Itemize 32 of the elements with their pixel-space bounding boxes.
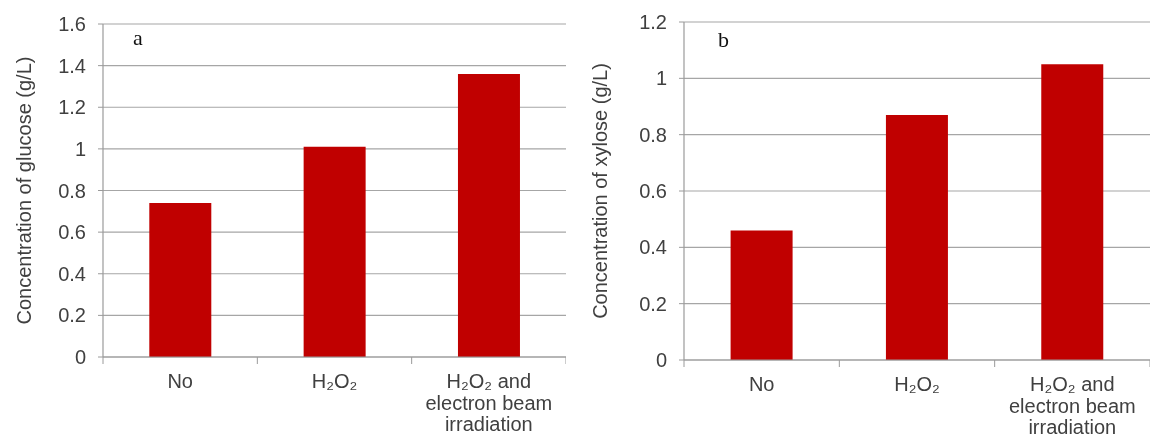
y-tick-label: 1.4	[58, 54, 86, 77]
y-tick-label: 0.2	[639, 292, 667, 315]
bar	[149, 202, 212, 357]
y-tick-label: 1	[655, 67, 667, 90]
y-tick-label: 0.4	[58, 262, 86, 285]
y-tick-label: 0.2	[58, 304, 86, 327]
x-tick-label: H₂O₂	[894, 373, 940, 395]
bar	[303, 146, 366, 357]
y-tick-label: 1	[74, 137, 86, 160]
y-axis-title: Concentration of glucose (g/L)	[13, 56, 35, 325]
bar	[1041, 64, 1104, 360]
bar	[730, 230, 793, 360]
annotation: a	[131, 25, 145, 50]
bar	[457, 73, 520, 357]
y-tick-label: 1.2	[58, 96, 86, 119]
y-tick-label: 0	[74, 346, 86, 369]
y-tick-label: 0.8	[639, 123, 667, 146]
y-tick-label: 0	[655, 349, 667, 372]
y-axis-title: Concentration of xylose (g/L)	[589, 63, 611, 319]
x-tick-label: No	[748, 373, 775, 395]
x-tick-label: H₂O₂ and electron beam irradiation	[425, 370, 553, 435]
y-tick-label: 0.8	[58, 179, 86, 202]
annotation: b	[716, 27, 731, 52]
y-tick-label: 1.2	[639, 11, 667, 34]
y-tick-label: 1.6	[58, 13, 86, 36]
x-tick-label: No	[167, 370, 193, 392]
y-tick-label: 0.6	[58, 221, 86, 244]
x-tick-label: H₂O₂	[311, 370, 358, 392]
bar	[885, 114, 948, 360]
x-tick-label: H₂O₂ and electron beam irradiation	[1008, 373, 1136, 438]
y-tick-label: 0.4	[639, 236, 667, 259]
y-tick-label: 0.6	[639, 180, 667, 203]
